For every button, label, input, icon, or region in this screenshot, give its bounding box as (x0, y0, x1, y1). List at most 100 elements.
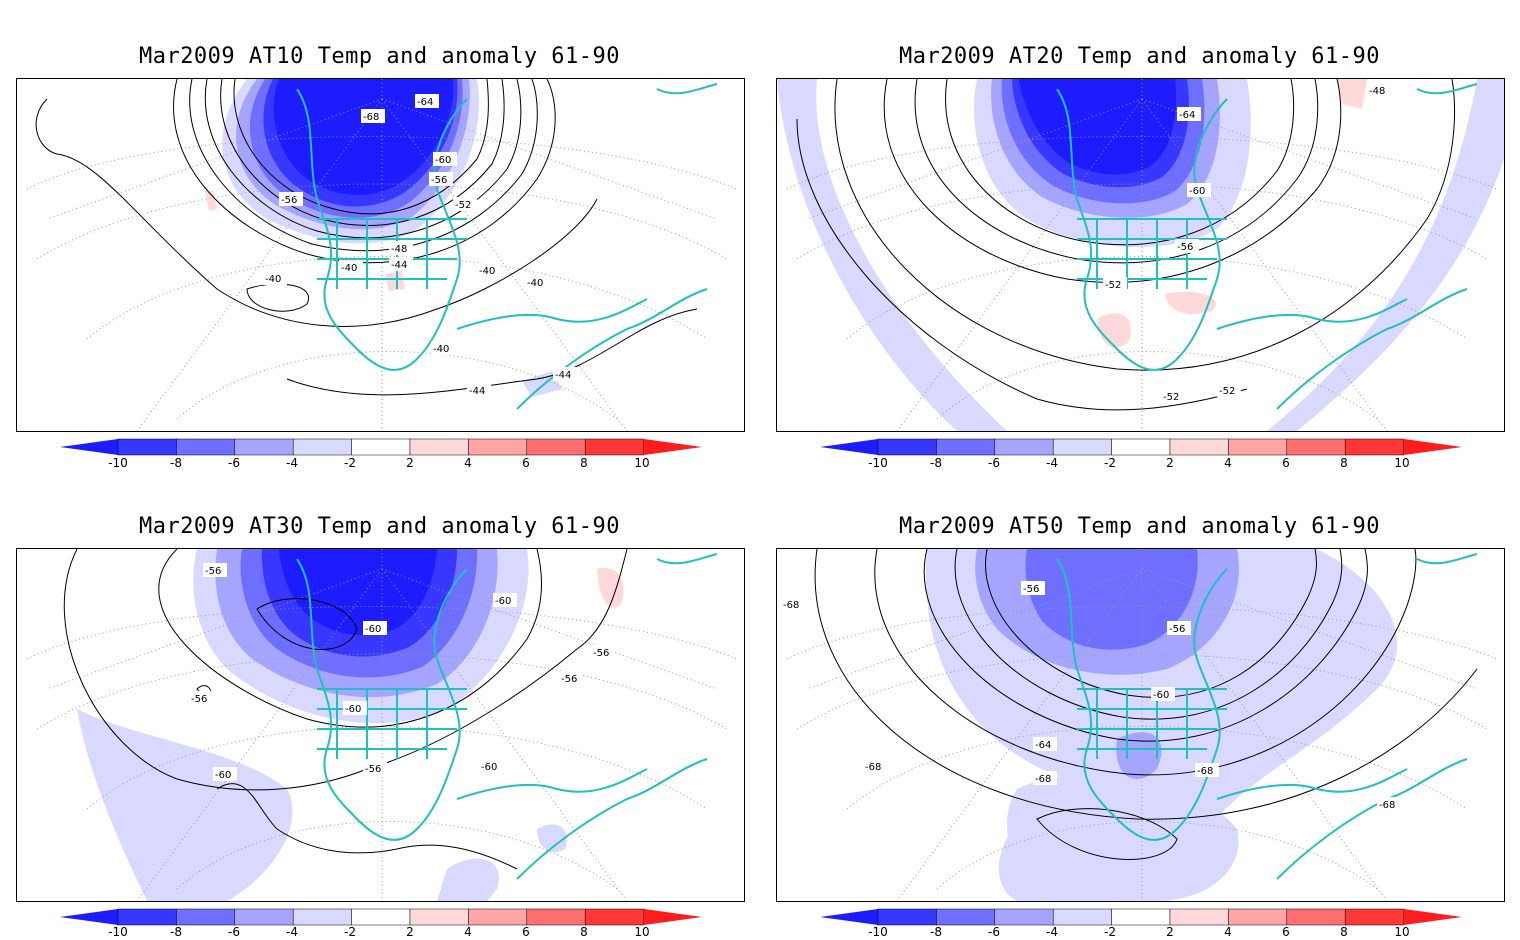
colorbar-segment (1052, 908, 1112, 926)
colorbar-segment (468, 438, 528, 456)
colorbar-tick: 8 (580, 456, 588, 470)
anomaly-pos-2b (385, 271, 405, 291)
anomaly-pos-2 (597, 568, 624, 608)
contour-label: -56 (593, 648, 609, 659)
colorbar-segment (1169, 438, 1229, 456)
contour-label: -64 (417, 97, 433, 108)
contour-label: -52 (1105, 280, 1121, 291)
colorbar-tick: 10 (1394, 456, 1410, 470)
graticule (786, 79, 1498, 431)
anomaly-neg-2-south (1007, 774, 1239, 901)
colorbar-tick: 8 (580, 925, 588, 939)
colorbar-segment (584, 438, 644, 456)
colorbar-segment (1228, 438, 1288, 456)
contour-label: -56 (191, 694, 207, 705)
colorbar-segment (877, 438, 937, 456)
contour-label: -48 (391, 244, 407, 255)
contour-label: -68 (1197, 766, 1213, 777)
contour-label: -40 (341, 263, 357, 274)
contour-label: -56 (281, 195, 297, 206)
contour-label: -68 (363, 112, 379, 123)
contour-label: -40 (479, 266, 495, 277)
colorbar-tick: -10 (868, 456, 888, 470)
colorbar-tick: 2 (406, 925, 414, 939)
colorbar-arrow-left (820, 439, 878, 455)
panel-2-title: Mar2009 AT20 Temp and anomaly 61-90 (898, 44, 1381, 69)
colorbar-tick: -2 (1104, 456, 1116, 470)
colorbar-tick: -4 (1046, 456, 1058, 470)
contour-label: -64 (1035, 740, 1051, 751)
colorbar-tick: -10 (108, 456, 128, 470)
colorbar-tick: 6 (1282, 456, 1290, 470)
colorbar-segment (877, 908, 937, 926)
colorbar-tick: -6 (988, 456, 1000, 470)
map-panel-at30: -56 -60 -60 -56 -56 -56 -60 -56 -60 -60 (16, 548, 745, 902)
colorbar-segment (1052, 438, 1112, 456)
colorbar-segment (292, 438, 352, 456)
coastline (296, 553, 718, 880)
contour-label: -52 (1219, 386, 1235, 397)
colorbar-arrow-right (644, 909, 702, 925)
contour-label: -56 (1169, 624, 1185, 635)
colorbar-segment (1286, 908, 1346, 926)
colorbar-segment (526, 908, 586, 926)
contour-label: -40 (527, 278, 543, 289)
contour-label: -60 (345, 704, 361, 715)
colorbar-segment (468, 908, 528, 926)
colorbar-2-svg (820, 438, 1462, 456)
anomaly-pos-2a (205, 191, 217, 211)
contour-label: -60 (495, 596, 511, 607)
anomaly-pos-2b (1165, 291, 1216, 315)
map-at50-svg: -56 -56 -60 -64 -68 -68 -68 -68 -68 (781, 549, 1498, 901)
colorbar-2 (820, 438, 1462, 468)
map-at10-svg: -68 -64 -60 -56 -56 -52 -48 -44 -40 -40 … (26, 79, 738, 431)
colorbar-tick: 6 (522, 456, 530, 470)
colorbar-segment (409, 438, 469, 456)
contour-label: -52 (455, 200, 471, 211)
contour-label: -56 (1023, 584, 1039, 595)
colorbar-3 (60, 908, 702, 938)
colorbar-segment (409, 908, 469, 926)
anomaly-neg-10 (1019, 79, 1177, 175)
colorbar-segment (234, 908, 294, 926)
colorbar-segment (1169, 908, 1229, 926)
colorbar-segment (292, 908, 352, 926)
contour-label: -68 (1379, 800, 1395, 811)
panel-3-title: Mar2009 AT30 Temp and anomaly 61-90 (138, 514, 621, 539)
colorbar-segment (1286, 438, 1346, 456)
colorbar-segment (117, 908, 177, 926)
colorbar-tick: 8 (1340, 925, 1348, 939)
contour-label: -60 (215, 770, 231, 781)
temperature-contours (796, 79, 1455, 411)
colorbar-4-svg (820, 908, 1462, 926)
anomaly-neg-2-se (537, 824, 567, 853)
colorbar-segment (1111, 908, 1171, 926)
colorbar-tick: -8 (170, 925, 182, 939)
contour-label: -56 (1177, 242, 1193, 253)
colorbar-tick: -10 (108, 925, 128, 939)
colorbar-tick: -10 (868, 925, 888, 939)
anomaly-neg-2-sw (77, 709, 293, 901)
colorbar-segment (351, 438, 411, 456)
colorbar-tick: -4 (286, 925, 298, 939)
colorbar-tick: 10 (634, 456, 650, 470)
colorbar-segment (117, 438, 177, 456)
anomaly-neg-2-s (437, 858, 499, 901)
colorbar-arrow-left (820, 909, 878, 925)
colorbar-tick: 10 (1394, 925, 1410, 939)
anomaly-pos-2c (1337, 79, 1367, 109)
colorbar-segment (176, 908, 236, 926)
colorbar-tick: -2 (344, 456, 356, 470)
contour-label: -40 (433, 344, 449, 355)
contour-label: -44 (391, 260, 407, 271)
colorbar-arrow-left (60, 909, 118, 925)
colorbar-segment (1344, 438, 1404, 456)
colorbar-segment (936, 908, 996, 926)
contour-label: -52 (1163, 392, 1179, 403)
contour-label: -60 (435, 155, 451, 166)
colorbar-tick: -4 (1046, 925, 1058, 939)
colorbar-segment (994, 908, 1054, 926)
colorbar-tick: -8 (930, 925, 942, 939)
anomaly-neg-10 (279, 549, 437, 636)
temperature-contours (63, 549, 628, 870)
